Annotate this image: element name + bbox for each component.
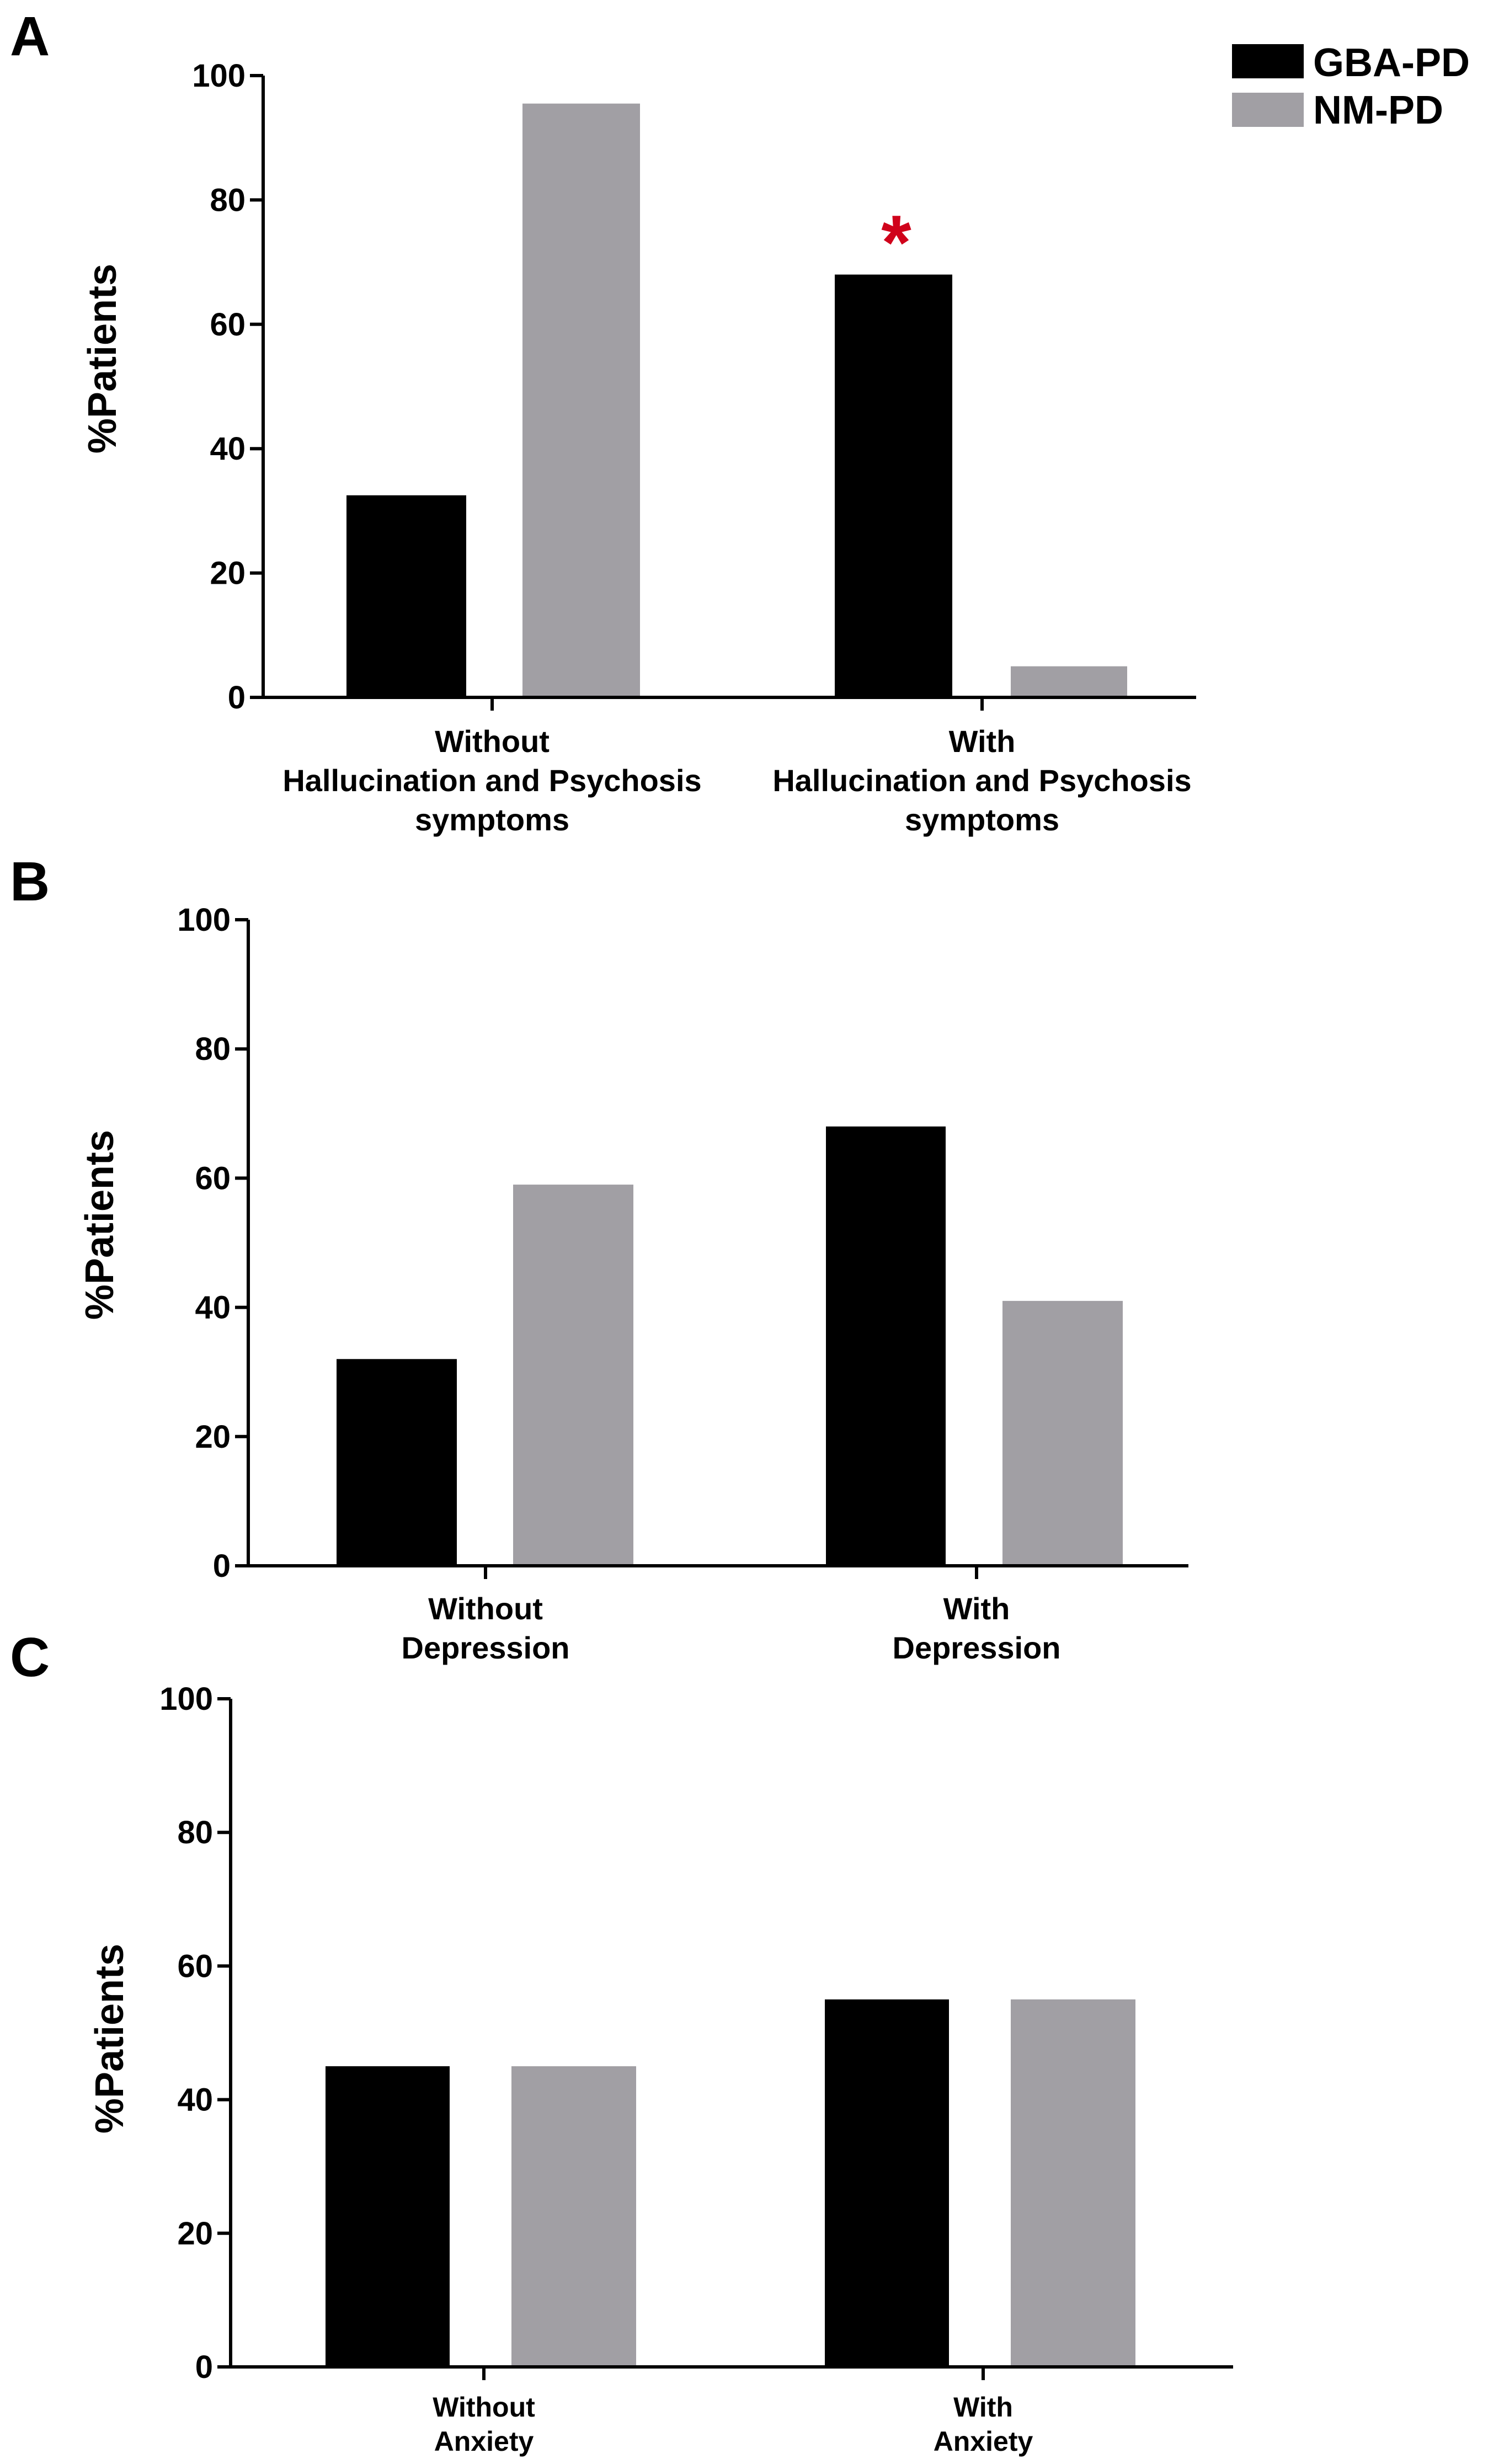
y-tick-label: 100 (177, 902, 231, 938)
y-tick-label: 100 (192, 58, 246, 94)
panel-c: C020406080100%PatientsWithoutAnxietyWith… (10, 1626, 1233, 2457)
x-tick-label: Anxiety (434, 2426, 534, 2457)
x-tick-label: Anxiety (934, 2426, 1033, 2457)
legend-label-nm-pd: NM-PD (1313, 88, 1443, 132)
panel-letter: A (10, 6, 50, 67)
y-tick-label: 0 (213, 1548, 231, 1584)
x-tick-label: symptoms (415, 802, 569, 837)
x-tick-label: With (953, 2392, 1013, 2423)
x-tick-label: With (949, 724, 1016, 759)
bar-gba-pd-without (337, 1359, 457, 1566)
bar-nm-pd-without (522, 103, 640, 698)
bar-nm-pd-with (1002, 1300, 1123, 1566)
y-tick-label: 40 (177, 2082, 213, 2118)
y-tick-label: 100 (159, 1681, 213, 1717)
panel-b: B 0 20 40 60 80 100 %Patients Without Depression W… (10, 851, 1188, 1665)
bar-nm-pd-with (1011, 666, 1127, 697)
legend-swatch-nm-pd (1232, 93, 1304, 127)
bar-gba-pd-with (825, 1999, 949, 2367)
significance-asterisk: * (881, 199, 911, 286)
y-tick-label: 80 (210, 182, 246, 218)
y-tick-label: 0 (195, 2349, 213, 2385)
legend-swatch-gba-pd (1232, 44, 1304, 78)
x-tick-label: symptoms (905, 802, 1059, 837)
x-tick-label: With (943, 1591, 1010, 1626)
y-axis-label: %Patients (81, 264, 125, 454)
bar-nm-pd-without (513, 1185, 633, 1566)
y-tick-label: 0 (228, 680, 246, 716)
y-tick-label: 40 (210, 431, 246, 467)
x-tick-label: Without (428, 1591, 543, 1626)
legend-label-gba-pd: GBA-PD (1313, 41, 1470, 85)
x-tick-label: Hallucination and Psychosis (772, 763, 1191, 798)
panel-letter: B (10, 851, 50, 913)
x-tick-label: Hallucination and Psychosis (282, 763, 701, 798)
y-axis-label: %Patients (78, 1130, 122, 1320)
panel-letter: C (10, 1626, 50, 1688)
y-tick-label: 60 (195, 1160, 231, 1196)
bar-gba-pd-without (346, 495, 466, 697)
x-tick-label: Depression (402, 1630, 570, 1665)
bar-gba-pd-with (826, 1126, 946, 1566)
y-tick-label: 60 (210, 307, 246, 343)
bar-nm-pd-with (1011, 1999, 1135, 2367)
x-tick-label: Depression (893, 1630, 1061, 1665)
legend: GBA-PD NM-PD (1232, 41, 1470, 132)
x-tick-label: Without (435, 724, 550, 759)
y-axis-label: %Patients (88, 1944, 132, 2134)
panel-a: A 0 20 40 60 80 100 %Patients Without Hallucinati… (10, 6, 1196, 837)
bar-nm-pd-without (511, 2066, 636, 2367)
y-tick-label: 20 (177, 2216, 213, 2252)
bar-gba-pd-with (835, 274, 952, 697)
y-tick-label: 20 (195, 1419, 231, 1455)
y-tick-label: 80 (195, 1031, 231, 1067)
x-tick-label: Without (433, 2392, 535, 2423)
y-tick-label: 60 (177, 1948, 213, 1984)
y-tick-label: 40 (195, 1290, 231, 1326)
y-tick-label: 20 (210, 556, 246, 591)
bar-gba-pd-without (326, 2066, 450, 2367)
y-tick-label: 80 (177, 1815, 213, 1850)
chart-panels: A 0 20 40 60 80 100 %Patients Without Hallucinati… (10, 6, 1233, 2457)
